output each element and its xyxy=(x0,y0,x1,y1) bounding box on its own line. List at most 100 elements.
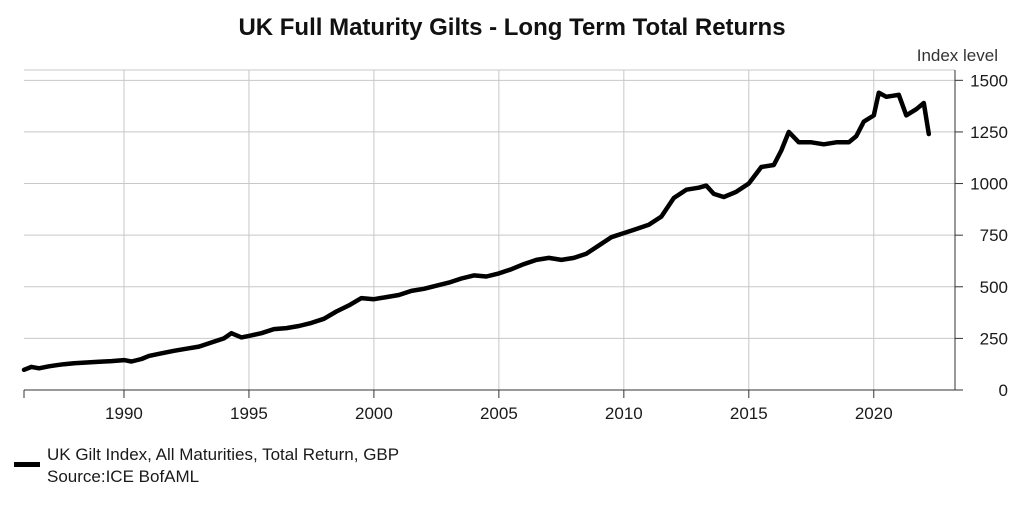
data-point xyxy=(309,321,313,325)
data-point xyxy=(647,223,651,227)
data-point xyxy=(634,227,638,231)
data-point xyxy=(872,113,876,117)
series-line xyxy=(21,90,932,373)
data-point xyxy=(697,186,701,190)
x-tick-label: 2020 xyxy=(855,404,893,423)
data-point xyxy=(229,331,233,335)
data-point xyxy=(877,91,881,95)
data-point xyxy=(197,345,201,349)
data-point xyxy=(259,331,263,335)
data-point xyxy=(884,95,888,99)
x-tick-label: 1990 xyxy=(105,404,143,423)
data-point xyxy=(484,274,488,278)
data-point xyxy=(147,354,151,358)
data-point xyxy=(122,358,126,362)
x-tick-label: 2000 xyxy=(355,404,393,423)
data-point xyxy=(779,149,783,153)
legend-swatch xyxy=(14,462,40,467)
x-tick-label: 2015 xyxy=(730,404,768,423)
x-tick-label: 2005 xyxy=(480,404,518,423)
data-point xyxy=(472,273,476,277)
data-point xyxy=(247,334,251,338)
data-point xyxy=(847,140,851,144)
data-point xyxy=(862,120,866,124)
data-point xyxy=(809,140,813,144)
data-point xyxy=(522,262,526,266)
data-point xyxy=(62,362,66,366)
data-point xyxy=(159,351,163,355)
data-point xyxy=(22,368,26,372)
y-tick-label: 250 xyxy=(980,329,1008,348)
data-point xyxy=(434,284,438,288)
data-point xyxy=(139,357,143,361)
legend-series-name: UK Gilt Index, All Maturities, Total Ret… xyxy=(47,445,400,464)
data-point xyxy=(409,289,413,293)
data-point xyxy=(704,184,708,188)
data-point xyxy=(184,347,188,351)
data-point xyxy=(129,360,133,364)
data-point xyxy=(222,336,226,340)
y-tick-label: 750 xyxy=(980,226,1008,245)
data-point xyxy=(384,295,388,299)
y-tick-label: 0 xyxy=(999,381,1008,400)
data-point xyxy=(722,195,726,199)
data-point xyxy=(347,303,351,307)
y-tick-label: 1000 xyxy=(970,175,1008,194)
data-point xyxy=(47,364,51,368)
data-point xyxy=(897,93,901,97)
data-point xyxy=(422,287,426,291)
data-point xyxy=(359,296,363,300)
data-point xyxy=(927,132,931,136)
data-point xyxy=(447,281,451,285)
data-point xyxy=(904,113,908,117)
data-point xyxy=(572,256,576,260)
y-tick-label: 1500 xyxy=(970,71,1008,90)
data-point xyxy=(747,182,751,186)
chart-source: Source:ICE BofAML xyxy=(47,467,200,486)
gridlines xyxy=(24,69,955,390)
data-point xyxy=(772,163,776,167)
data-point xyxy=(397,293,401,297)
legend-text: UK Gilt Index, All Maturities, Total Ret… xyxy=(47,444,399,488)
data-point xyxy=(914,107,918,111)
data-point xyxy=(29,365,33,369)
data-point xyxy=(54,363,58,367)
y-axis-label: Index level xyxy=(916,46,998,65)
data-point xyxy=(759,165,763,169)
data-point xyxy=(622,231,626,235)
data-point xyxy=(297,324,301,328)
data-point xyxy=(84,361,88,365)
data-point xyxy=(797,140,801,144)
data-point xyxy=(597,243,601,247)
chart-title: UK Full Maturity Gilts - Long Term Total… xyxy=(238,14,786,41)
data-point xyxy=(372,297,376,301)
data-point xyxy=(609,235,613,239)
data-point xyxy=(787,130,791,134)
data-point xyxy=(684,188,688,192)
x-tick-label: 1995 xyxy=(230,404,268,423)
data-point xyxy=(97,360,101,364)
data-point xyxy=(922,101,926,105)
x-tick-label: 2010 xyxy=(605,404,643,423)
data-point xyxy=(534,258,538,262)
data-point xyxy=(559,258,563,262)
data-point xyxy=(239,335,243,339)
y-tick-label: 500 xyxy=(980,278,1008,297)
data-point xyxy=(334,310,338,314)
data-point xyxy=(547,256,551,260)
axes xyxy=(23,70,963,398)
data-point xyxy=(109,359,113,363)
data-point xyxy=(659,215,663,219)
data-point xyxy=(172,349,176,353)
data-point xyxy=(712,192,716,196)
tick-labels: 1990 1995 2000 2005 2010 2015 2020 0 250 500 750 10… xyxy=(105,71,1008,423)
data-point xyxy=(822,142,826,146)
data-point xyxy=(584,252,588,256)
y-tick-label: 1250 xyxy=(970,123,1008,142)
data-point xyxy=(734,190,738,194)
data-point xyxy=(854,134,858,138)
data-point xyxy=(209,341,213,345)
data-point xyxy=(509,267,513,271)
data-point xyxy=(284,326,288,330)
